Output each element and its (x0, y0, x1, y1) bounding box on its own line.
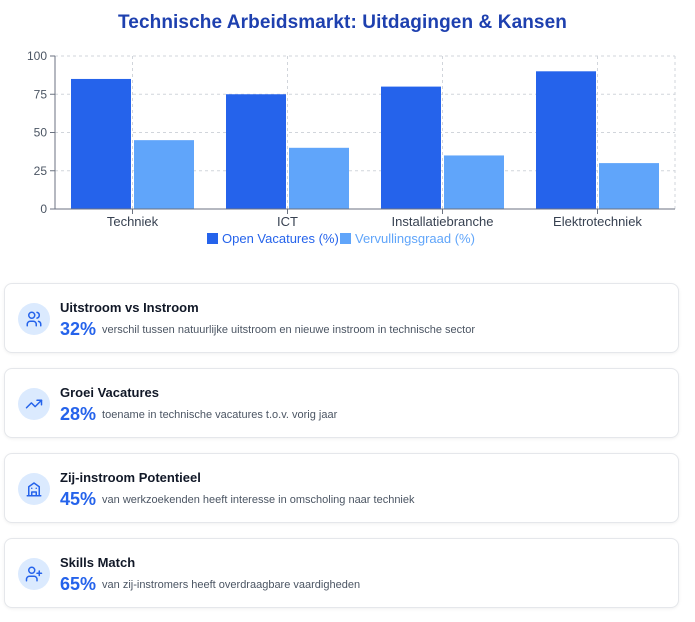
bar-open-vacatures (536, 71, 596, 209)
stat-card-skills: Skills Match 65% van zij-instromers heeft… (4, 538, 679, 608)
x-tick-label: Elektrotechniek (553, 214, 642, 229)
legend-label[interactable]: Vervullingsgraad (%) (355, 231, 475, 246)
stat-card-value: 28% (60, 404, 97, 424)
bar-open-vacatures (71, 78, 131, 209)
y-tick-label: 75 (34, 87, 48, 101)
user-plus-icon (18, 558, 50, 590)
stat-card-groei: Groei Vacatures 28% toename in technische… (4, 368, 679, 438)
stat-card-value: 32% (60, 319, 97, 339)
stat-card-value: 65% (60, 574, 97, 594)
bar-chart: 0 25 50 75 100 Techniek ICT Installatiebranche E… (27, 49, 676, 246)
page-title: Technische Arbeidsmarkt: Uitdagingen & K… (118, 12, 567, 33)
y-tick-label: 50 (34, 126, 48, 140)
bar-vervullingsgraad (134, 140, 194, 209)
legend-swatch (207, 233, 218, 244)
stat-card-description: toename in technische vacatures t.o.v. v… (102, 408, 338, 421)
chart-axes: 0 25 50 75 100 Techniek ICT Installatiebranche E… (27, 49, 675, 229)
trending-up-icon (18, 388, 50, 420)
chart-legend: Open Vacatures (%) Vervullingsgraad (%) (207, 231, 475, 246)
bar-vervullingsgraad (599, 163, 659, 209)
x-tick-label: Installatiebranche (392, 214, 494, 229)
stat-card-uitstroom: Uitstroom vs Instroom 32% verschil tussen… (4, 283, 679, 353)
stat-card-description: van zij-instromers heeft overdraagbare v… (102, 578, 361, 591)
y-tick-label: 25 (34, 164, 48, 178)
x-tick-label: ICT (277, 214, 298, 229)
stat-card-title: Uitstroom vs Instroom (60, 300, 199, 315)
bar-open-vacatures (226, 94, 286, 209)
bar-vervullingsgraad (289, 147, 349, 209)
y-tick-label: 100 (27, 49, 47, 63)
stat-card-value: 45% (60, 489, 97, 509)
stat-card-description: van werkzoekenden heeft interesse in oms… (102, 493, 415, 506)
stat-card-title: Zij-instroom Potentieel (60, 470, 201, 485)
stat-card-zij-instroom: Zij-instroom Potentieel 45% van werkzoeke… (4, 453, 679, 523)
bar-vervullingsgraad (444, 155, 504, 209)
users-icon (18, 303, 50, 335)
building-icon (18, 473, 50, 505)
legend-label[interactable]: Open Vacatures (%) (222, 231, 339, 246)
bar-open-vacatures (381, 86, 441, 209)
stat-card-description: verschil tussen natuurlijke uitstroom en… (102, 323, 475, 336)
stat-card-title: Groei Vacatures (60, 385, 159, 400)
chart-bars (71, 71, 659, 209)
stat-card-title: Skills Match (60, 555, 136, 570)
legend-swatch (340, 233, 351, 244)
x-tick-label: Techniek (107, 214, 159, 229)
y-tick-label: 0 (40, 202, 47, 216)
